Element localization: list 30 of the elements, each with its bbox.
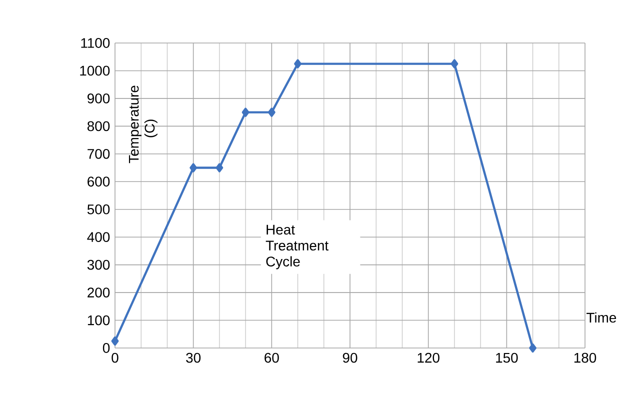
y-tick-label: 400 <box>87 232 110 242</box>
point <box>450 59 458 68</box>
y-tick-label: 100 <box>88 315 110 326</box>
y-tick-label: 0 <box>102 343 110 353</box>
point <box>294 59 302 68</box>
y-tick-label: 200 <box>88 288 110 298</box>
point <box>268 108 276 117</box>
y-tick-label: 1100 <box>81 38 110 48</box>
x-axis-title: Time <box>586 312 616 323</box>
point <box>242 108 250 117</box>
x-tick-label: 150 <box>496 352 518 363</box>
point <box>216 163 224 172</box>
y-tick-label: 900 <box>88 94 110 104</box>
x-tick-label: 30 <box>186 352 201 363</box>
y-axis-title: Temperature (C) <box>128 86 158 164</box>
x-tick-label: 180 <box>574 352 596 363</box>
point <box>529 343 536 353</box>
y-tick-label: 1000 <box>80 66 110 76</box>
y-tick-label: 800 <box>87 121 110 132</box>
x-tick-label: 90 <box>342 352 358 363</box>
y-tick-label: 300 <box>87 260 110 270</box>
y-tick-label: 700 <box>88 148 110 159</box>
y-tick-label: 600 <box>88 176 110 187</box>
point <box>190 163 198 172</box>
text: Heat Treatment Cycle <box>266 224 328 270</box>
x-tick-label: 120 <box>418 352 440 363</box>
y-tick-label: 500 <box>87 204 110 214</box>
x-tick-label: 0 <box>112 352 118 363</box>
x-tick-label: 60 <box>264 352 279 363</box>
point <box>111 336 119 346</box>
